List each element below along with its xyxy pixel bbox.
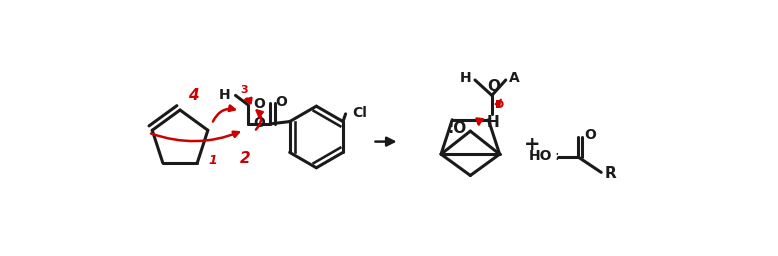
Text: 4: 4 (187, 88, 198, 103)
Text: R: R (605, 166, 617, 181)
Text: D: D (495, 100, 504, 110)
Text: O: O (275, 95, 287, 109)
Text: :: : (554, 149, 559, 163)
Text: O: O (584, 129, 596, 142)
Text: O: O (487, 79, 500, 94)
Text: Cl: Cl (352, 106, 366, 120)
Text: 3: 3 (240, 85, 247, 95)
Text: 1: 1 (209, 154, 218, 167)
Text: H: H (487, 115, 499, 130)
Text: 2: 2 (240, 151, 251, 166)
Text: :O: :O (447, 121, 467, 136)
Text: +: + (524, 135, 540, 154)
Text: H: H (461, 71, 472, 86)
Text: O: O (253, 97, 265, 111)
Text: H: H (219, 88, 231, 102)
Text: A: A (509, 71, 520, 86)
Text: HO: HO (528, 149, 552, 163)
Text: O: O (253, 116, 265, 130)
